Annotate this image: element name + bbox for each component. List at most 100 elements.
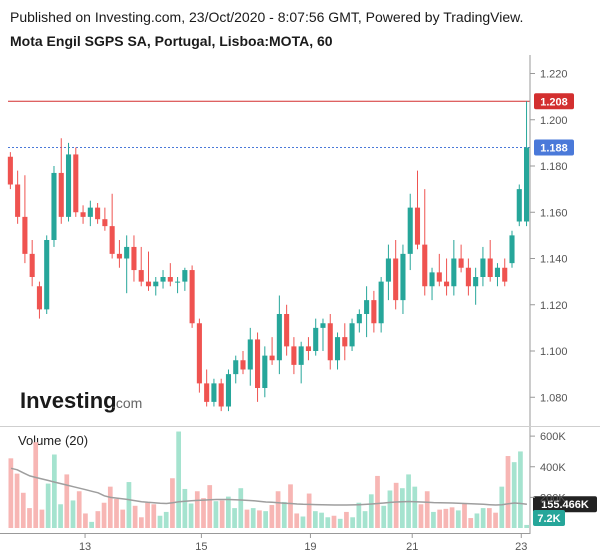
candle-up — [87, 207, 93, 217]
volume-bar — [95, 511, 101, 528]
price-tick-label: 1.100 — [540, 346, 568, 358]
candle-up — [65, 154, 72, 217]
volume-bar — [393, 482, 399, 528]
volume-bar — [418, 504, 424, 528]
candle-down — [487, 258, 493, 277]
volume-bar — [182, 488, 188, 528]
time-tick-label: 19 — [304, 541, 316, 553]
candle-down — [284, 314, 290, 347]
volume-bar — [8, 458, 14, 528]
volume-bar — [344, 511, 349, 528]
candle-down — [414, 207, 421, 245]
candle-down — [102, 219, 108, 227]
volume-bar — [114, 498, 119, 528]
candle-up — [516, 189, 522, 222]
volume-bar — [76, 491, 82, 528]
price-tick-label: 1.120 — [540, 300, 568, 312]
candle-down — [422, 244, 428, 287]
candle-down — [240, 360, 246, 370]
candle-down — [196, 323, 202, 384]
candle-down — [58, 172, 64, 217]
volume-bar — [176, 431, 181, 528]
volume-bars-layer — [8, 431, 529, 528]
volume-bar — [437, 509, 442, 528]
candle-up — [175, 281, 181, 283]
volume-bar — [213, 501, 219, 528]
volume-bar — [163, 511, 169, 528]
volume-bar — [362, 511, 368, 528]
candle-up — [298, 346, 304, 365]
candle-up — [473, 277, 479, 287]
volume-bar — [294, 513, 300, 528]
volume-bar — [400, 488, 405, 528]
candle-up — [276, 314, 282, 361]
volume-bar — [375, 475, 380, 528]
volume-bar — [64, 474, 70, 528]
volume-bar — [518, 451, 523, 528]
candle-up — [211, 383, 217, 402]
time-tick-label: 21 — [406, 541, 418, 553]
candle-up — [429, 272, 435, 287]
price-tick-label: 1.080 — [540, 392, 568, 404]
volume-bar — [368, 494, 374, 528]
price-tick-label: 1.160 — [540, 207, 568, 219]
candle-down — [255, 339, 261, 388]
candle-up — [124, 246, 130, 259]
volume-bar — [331, 515, 337, 528]
price-tag-label: 1.208 — [540, 96, 568, 108]
candle-up — [509, 235, 515, 264]
candle-down — [204, 383, 210, 402]
volume-bar — [337, 518, 343, 528]
time-tick-label: 15 — [195, 541, 207, 553]
candle-down — [458, 258, 464, 268]
candle-down — [15, 184, 21, 217]
candle-down — [291, 346, 297, 365]
volume-bar — [219, 500, 225, 528]
volume-bar — [350, 517, 355, 528]
volume-bar — [39, 509, 45, 528]
volume-ma-line — [10, 467, 527, 506]
volume-bar — [207, 485, 213, 528]
volume-bar — [443, 508, 449, 528]
volume-bar — [269, 505, 275, 528]
volume-last-tag — [533, 510, 565, 526]
volume-bar — [101, 502, 107, 528]
volume-bar — [52, 454, 57, 528]
candle-down — [305, 346, 311, 351]
candle-down — [131, 246, 137, 271]
volume-bar — [33, 442, 39, 528]
candle-up — [44, 240, 50, 310]
volume-bar — [89, 521, 94, 528]
volume-bar — [455, 510, 461, 528]
volume-bar — [226, 496, 231, 528]
volume-bar — [499, 486, 505, 528]
axes-layer: 1.220 1.200 1.180 1.160 1.140 1.120 1.100 1.080… — [0, 55, 600, 553]
volume-bar — [300, 516, 306, 528]
candle-up — [182, 270, 188, 282]
candle-up — [262, 355, 268, 388]
volume-bar — [468, 518, 474, 528]
volume-bar — [257, 510, 262, 528]
candle-up — [334, 337, 341, 361]
candle-down — [7, 156, 13, 185]
watermark-suffix: .com — [112, 395, 142, 411]
volume-bar — [157, 515, 163, 528]
candle-up — [524, 147, 530, 222]
price-tag-label: 1.188 — [540, 143, 568, 155]
volume-tick-label: 200K — [540, 492, 566, 504]
investing-watermark: Investing .com — [20, 388, 142, 413]
volume-ma-layer: 155.466K 7.2K — [10, 467, 597, 526]
volume-bar — [511, 462, 517, 528]
volume-bar — [107, 486, 113, 528]
candle-up — [247, 339, 253, 370]
price-tick-label: 1.200 — [540, 115, 568, 127]
volume-tick-label: 400K — [540, 462, 566, 474]
volume-bar — [306, 493, 312, 528]
volume-bar — [480, 508, 486, 528]
volume-bar — [194, 491, 200, 528]
volume-bar — [313, 511, 318, 528]
volume-bar — [449, 507, 455, 528]
resistance-tag — [534, 93, 574, 110]
volume-bar — [387, 490, 393, 528]
